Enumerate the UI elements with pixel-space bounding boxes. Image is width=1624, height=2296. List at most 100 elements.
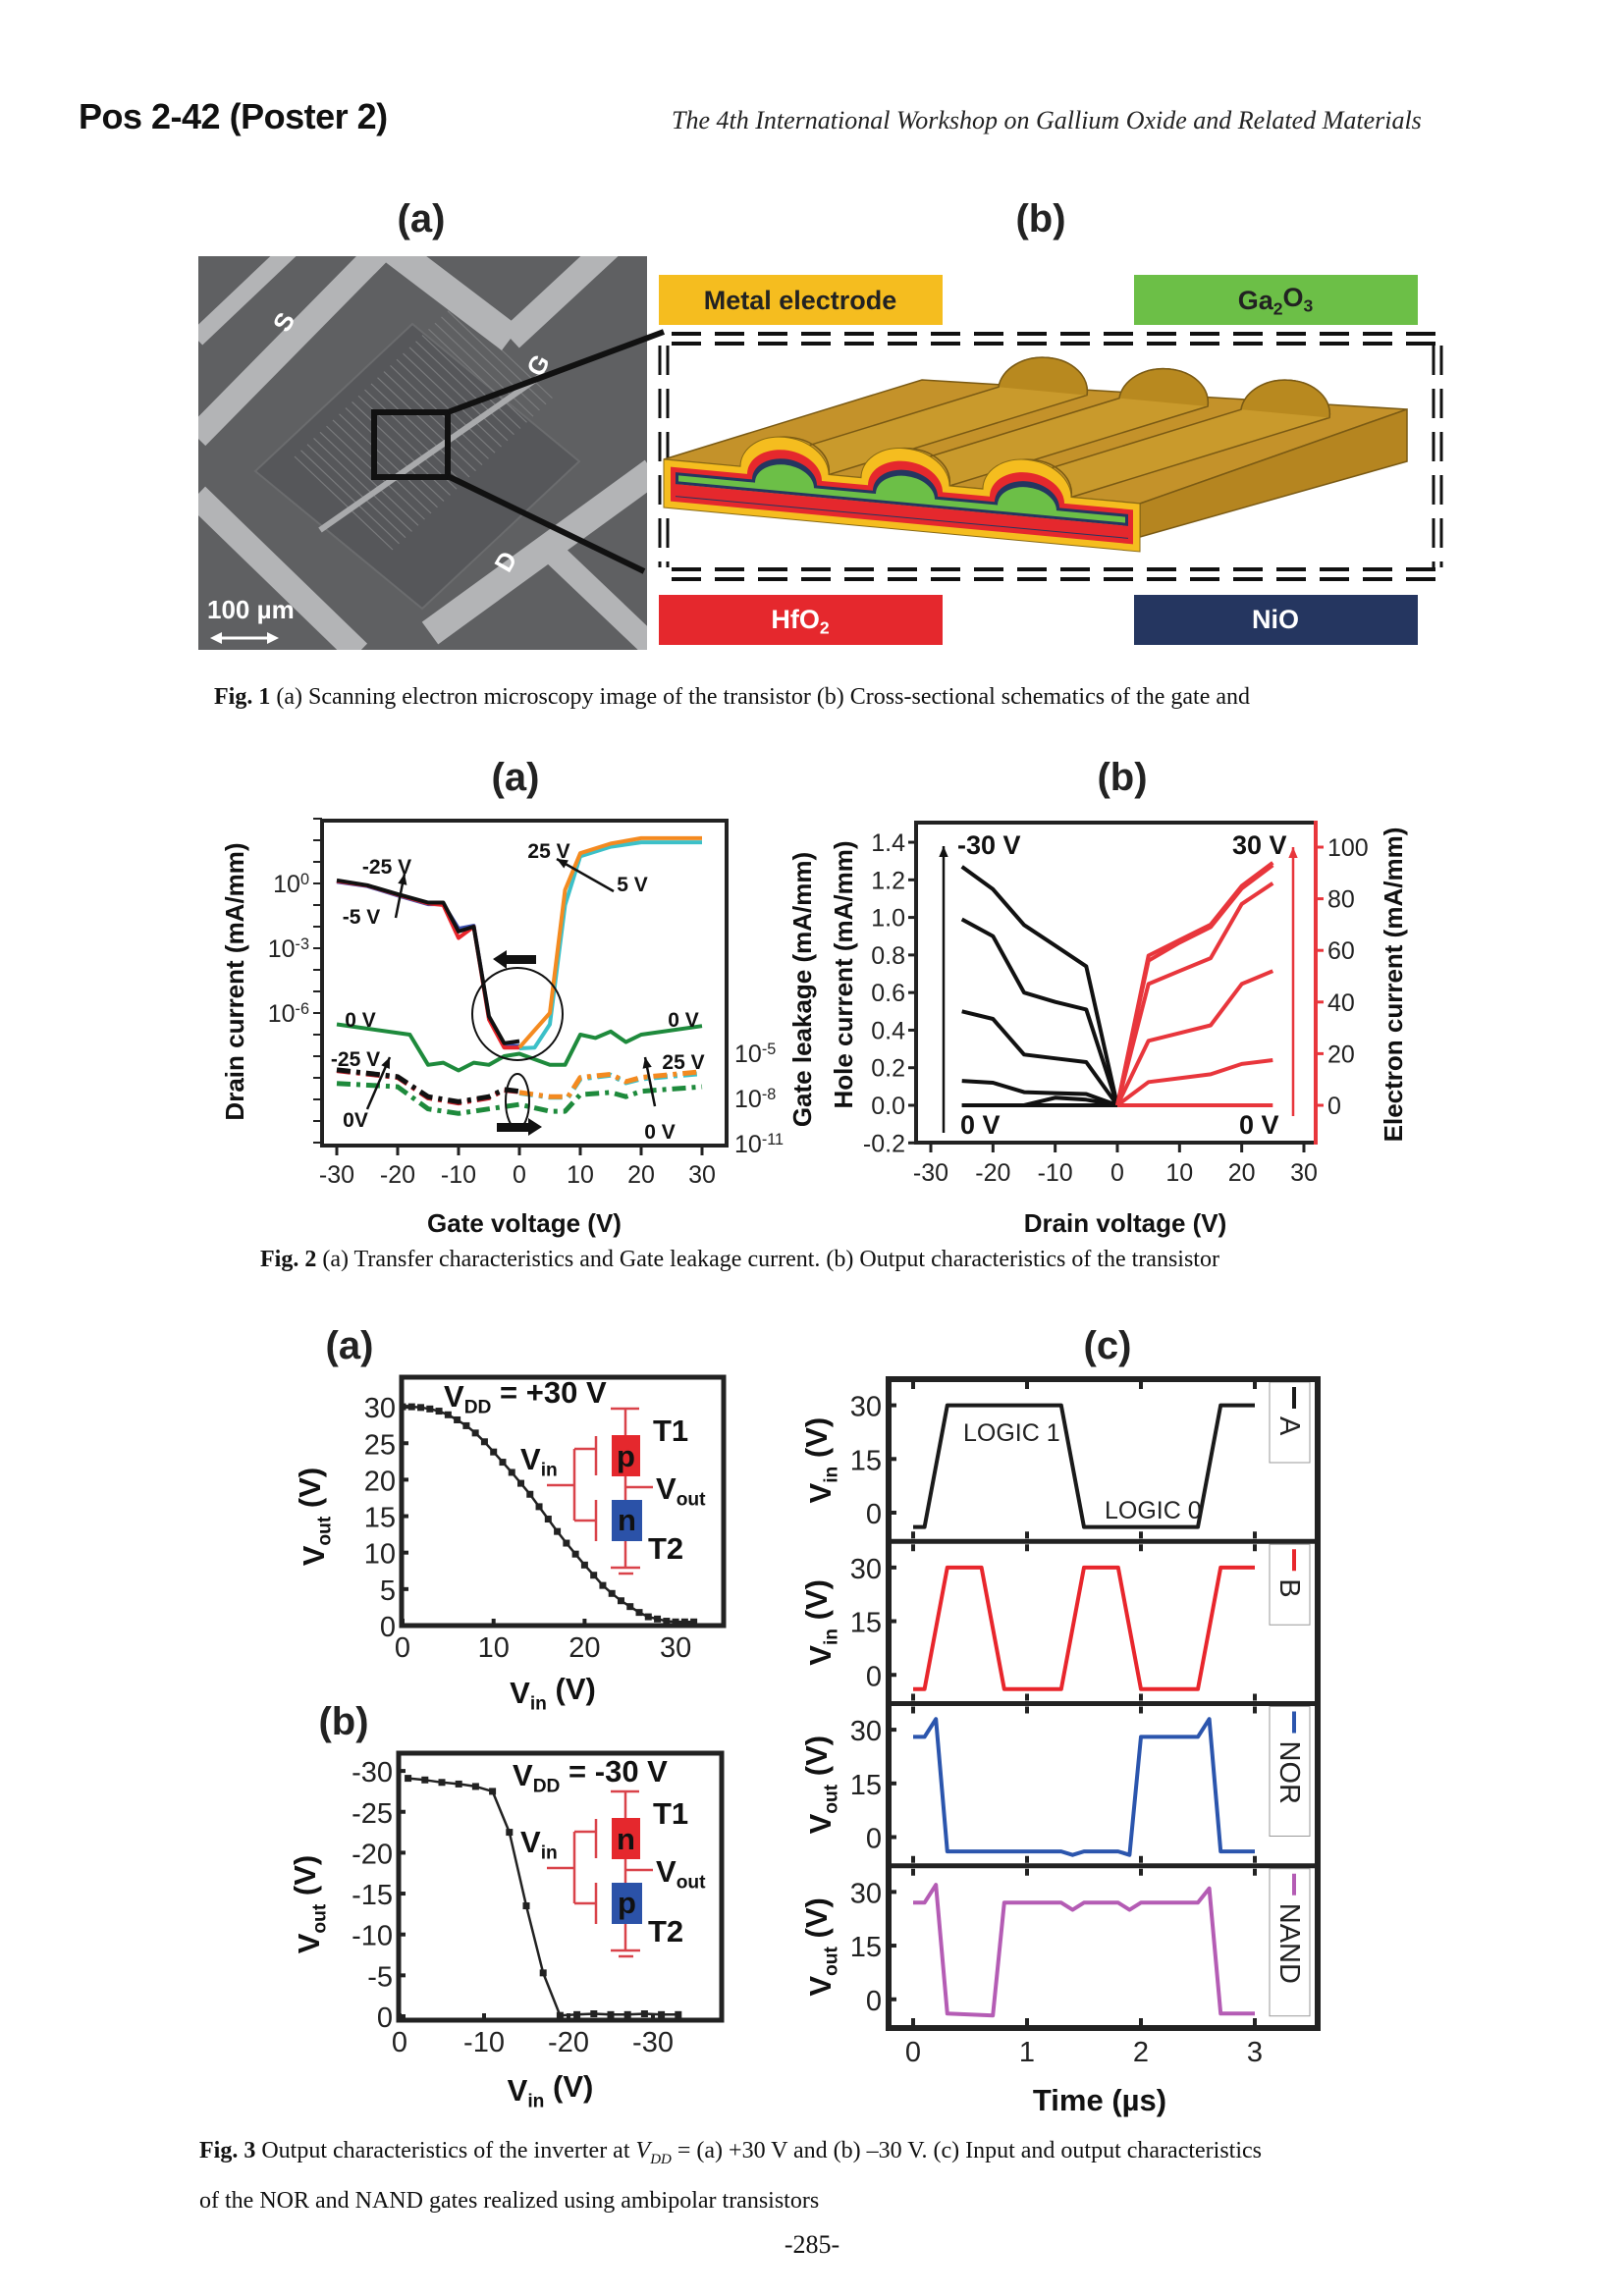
- data-point: [640, 2010, 648, 2018]
- y-axis-title-sub: in: [822, 1467, 842, 1483]
- y-tick-label: 15: [850, 1932, 882, 1963]
- annotation-30v: 30 V: [1232, 830, 1287, 860]
- y-tick-label: 0.4: [871, 1017, 905, 1044]
- y-tick-label: 100: [273, 871, 309, 898]
- fig2-label-a: (a): [492, 756, 540, 799]
- arrow-annotation: [365, 1056, 392, 1110]
- gate-cross-section-schematic: [663, 356, 1408, 553]
- y-tick-label-exp: 0: [300, 871, 309, 888]
- zoom-line-bottom: [446, 473, 646, 574]
- annotation-0v-red: 0 V: [1239, 1110, 1279, 1140]
- y-tick-label-base: 10: [268, 1000, 296, 1028]
- transfer-curve: [403, 1405, 694, 1624]
- arrow-electron-gate: [1288, 847, 1298, 1116]
- y-tick-label: 0: [866, 1499, 882, 1530]
- x-tick-label: -10: [1038, 1159, 1073, 1187]
- finger-line: [313, 438, 412, 532]
- left-axis-arrow: [493, 950, 536, 969]
- vdd-label-main: V: [444, 1379, 464, 1414]
- vout-label-sub: out: [677, 1873, 706, 1894]
- waveform-nor: [913, 1717, 1255, 1857]
- y-tick-label: -30: [352, 1757, 393, 1789]
- finger-line: [383, 371, 483, 465]
- transistor-t2: [612, 1500, 642, 1541]
- data-point: [454, 1415, 461, 1423]
- data-point: [499, 1459, 507, 1467]
- transistor-t2: [612, 1883, 642, 1924]
- data-point: [539, 1969, 547, 1977]
- finger-line: [319, 431, 419, 526]
- logic-panel-a: 0 15 30 A Vin (V): [799, 1381, 1311, 1539]
- t2-type: p: [618, 1886, 636, 1920]
- y-tick-label: 0: [866, 1661, 882, 1692]
- y-axis-title: Vout (V): [799, 1897, 842, 1996]
- x-axis-title-sub: in: [530, 1694, 547, 1715]
- finger-line: [306, 444, 406, 539]
- y-tick-label: 1.2: [871, 867, 905, 894]
- y2-tick-label: 60: [1327, 937, 1355, 965]
- arrow-annotation: [556, 857, 615, 893]
- fig2-caption-number: Fig. 2: [260, 1247, 317, 1272]
- y-axis-title-main: V: [297, 1545, 331, 1566]
- y-axis-title-rest: (V): [799, 1735, 834, 1785]
- waveform-nand: [913, 1883, 1255, 2018]
- waveform-a: [913, 1403, 1255, 1529]
- annotation: 5 V: [617, 874, 648, 896]
- y-axis-title-main: V: [292, 1933, 326, 1953]
- annotation: 0 V: [644, 1121, 676, 1144]
- panel-label-2: (a): [326, 1324, 374, 1367]
- annotation: 0V: [343, 1109, 368, 1132]
- x-axis-title: Vin (V): [510, 1672, 596, 1715]
- scale-bar-label: 100 µm: [207, 595, 295, 624]
- transistor-t1: [612, 1818, 640, 1859]
- y-tick-label: 10-3: [268, 935, 309, 963]
- y-axis-title-sub: out: [310, 1903, 331, 1933]
- x-tick-label: -30: [913, 1159, 948, 1187]
- fig1-caption: Fig. 1 (a) Scanning electron microscopy …: [214, 684, 1250, 711]
- o: O: [1283, 283, 1304, 312]
- data-point: [438, 1779, 446, 1787]
- data-point: [608, 1589, 616, 1597]
- page-number: -285-: [784, 2230, 840, 2259]
- vout-label: Vout: [656, 1471, 706, 1511]
- logic-panel-nor: 0 15 30 NOR Vout (V): [799, 1706, 1311, 1863]
- data-point: [407, 1403, 415, 1411]
- fig2-label-b: (b): [1097, 756, 1147, 799]
- data-point: [471, 1783, 479, 1790]
- y-tick-label: 10: [364, 1539, 396, 1571]
- x-axis-title-rest: (V): [544, 2069, 593, 2104]
- y-tick-label: 1.0: [871, 905, 905, 933]
- y-tick-label: 0: [380, 1612, 396, 1643]
- series-line-9: [518, 1071, 703, 1100]
- data-point: [680, 1618, 688, 1626]
- x-tick-label: 10: [1165, 1159, 1193, 1187]
- series-line-5: [517, 835, 702, 1049]
- finger-line: [428, 328, 527, 423]
- y-tick-label: 0: [866, 1824, 882, 1855]
- ridge-back-1: [998, 356, 1089, 396]
- plot-frame: [396, 1750, 725, 2023]
- y2-tick-label-exp: -11: [762, 1131, 784, 1148]
- source-pad-strip-2: [198, 256, 297, 346]
- y2-tick-label: 40: [1327, 989, 1355, 1017]
- finger-line: [415, 341, 514, 436]
- sub-3: 3: [1304, 295, 1314, 315]
- highlight-circle: [471, 967, 564, 1061]
- x-tick-label: 1: [1019, 2037, 1035, 2068]
- transistor-t1: [612, 1435, 640, 1476]
- t1-label: T1: [653, 1414, 688, 1448]
- y-axis-title: Drain current (mA/mm): [220, 842, 249, 1120]
- t1-type: n: [617, 1822, 635, 1856]
- data-point: [535, 1503, 543, 1511]
- arrow-head: [398, 874, 407, 885]
- arrow-shaft: [556, 857, 615, 893]
- y-axis-title-sub: out: [315, 1516, 336, 1545]
- t2-type: n: [618, 1503, 636, 1537]
- data-point: [462, 1421, 470, 1429]
- highlight-ellipse: [505, 1073, 530, 1130]
- drain-pad-strip: [421, 459, 647, 645]
- logic-panel-nand: 0 15 30 NAND Vout (V): [799, 1868, 1311, 2025]
